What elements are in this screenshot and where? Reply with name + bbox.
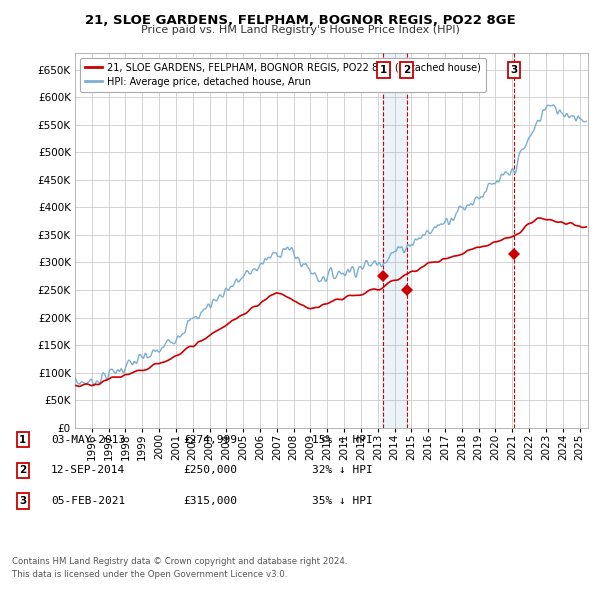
Text: Contains HM Land Registry data © Crown copyright and database right 2024.: Contains HM Land Registry data © Crown c…: [12, 558, 347, 566]
Text: 2: 2: [19, 466, 26, 475]
Text: This data is licensed under the Open Government Licence v3.0.: This data is licensed under the Open Gov…: [12, 571, 287, 579]
Text: 15% ↓ HPI: 15% ↓ HPI: [312, 435, 373, 444]
Text: £250,000: £250,000: [183, 466, 237, 475]
Text: 35% ↓ HPI: 35% ↓ HPI: [312, 496, 373, 506]
Bar: [383, 53, 407, 428]
Text: 21, SLOE GARDENS, FELPHAM, BOGNOR REGIS, PO22 8GE: 21, SLOE GARDENS, FELPHAM, BOGNOR REGIS,…: [85, 14, 515, 27]
Text: Price paid vs. HM Land Registry's House Price Index (HPI): Price paid vs. HM Land Registry's House …: [140, 25, 460, 35]
Text: 1: 1: [380, 65, 387, 75]
Text: 2: 2: [403, 65, 410, 75]
Text: 3: 3: [510, 65, 517, 75]
Text: £315,000: £315,000: [183, 496, 237, 506]
Text: 05-FEB-2021: 05-FEB-2021: [51, 496, 125, 506]
Text: £274,999: £274,999: [183, 435, 237, 444]
Text: 12-SEP-2014: 12-SEP-2014: [51, 466, 125, 475]
Text: 03-MAY-2013: 03-MAY-2013: [51, 435, 125, 444]
Text: 3: 3: [19, 496, 26, 506]
Text: 32% ↓ HPI: 32% ↓ HPI: [312, 466, 373, 475]
Text: 1: 1: [19, 435, 26, 444]
Legend: 21, SLOE GARDENS, FELPHAM, BOGNOR REGIS, PO22 8GE (detached house), HPI: Average: 21, SLOE GARDENS, FELPHAM, BOGNOR REGIS,…: [80, 58, 486, 91]
